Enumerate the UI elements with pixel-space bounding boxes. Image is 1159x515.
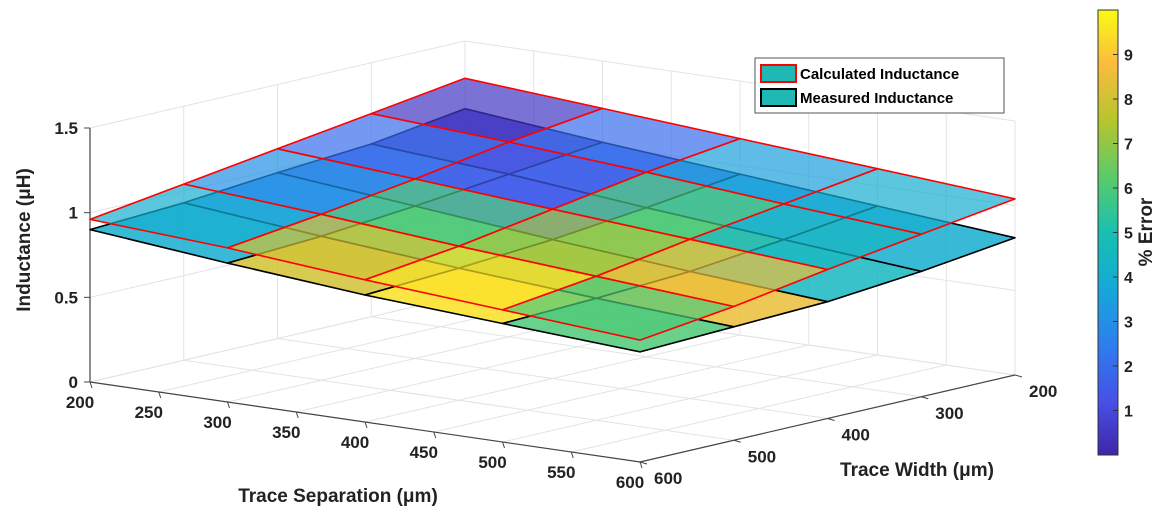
z-tick-label: 0 (69, 373, 78, 392)
x-tick-label: 600 (616, 473, 644, 492)
x-tick-label: 250 (135, 403, 163, 422)
x-tick-label: 450 (410, 443, 438, 462)
wall-grid-line (89, 40, 466, 129)
colorbar-tick-label: 6 (1124, 181, 1133, 198)
legend: Calculated Inductance Measured Inductanc… (754, 57, 1005, 114)
x-tick-mark (158, 391, 162, 399)
y-axis-label: Trace Width (μm) (840, 460, 994, 481)
x-tick-label: 400 (341, 433, 369, 452)
colorbar-tick-label: 7 (1124, 137, 1133, 154)
calculated-surface-patch (501, 275, 735, 341)
floor-grid-line (183, 359, 734, 441)
colorbar-tick-label: 8 (1124, 92, 1133, 109)
x-tick-label: 350 (272, 423, 300, 442)
x-tick-mark (433, 431, 437, 439)
x-tick-mark (295, 411, 299, 419)
x-axis-label: Trace Separation (μm) (238, 486, 438, 507)
legend-swatch-measured (760, 88, 797, 107)
y-tick-mark (1014, 374, 1023, 378)
axes (84, 127, 1023, 469)
z-tick-label: 1.5 (54, 119, 78, 138)
y-tick-label: 400 (842, 426, 870, 445)
legend-label-measured: Measured Inductance (800, 90, 953, 107)
colorbar-tick-label: 1 (1124, 404, 1133, 421)
x-tick-mark (364, 421, 368, 429)
colorbar-tick-label: 4 (1124, 270, 1133, 287)
y-tick-label: 500 (748, 447, 776, 466)
y-tick-mark (733, 439, 741, 443)
x-tick-mark (502, 441, 505, 449)
x-tick-mark (89, 381, 93, 389)
colorbar-tick-label: 3 (1124, 315, 1133, 332)
colorbar-tick-label: 5 (1124, 226, 1133, 243)
x-tick-label: 500 (478, 453, 506, 472)
wall-grid-line (89, 294, 466, 383)
floor-grid-line (277, 338, 828, 419)
x-tick-label: 550 (547, 463, 575, 482)
colorbar-tick-label: 2 (1124, 359, 1133, 376)
y-tick-mark (827, 418, 835, 421)
y-tick-label: 200 (1029, 382, 1057, 401)
colorbar-tick-label: 9 (1124, 48, 1133, 65)
colorbar: 1 2 3 4 5 6 7 8 9 % Error (1097, 9, 1157, 456)
x-tick-mark (639, 461, 643, 469)
x-tick-label: 300 (203, 413, 231, 432)
z-tick-label: 0.5 (54, 288, 78, 307)
colorbar-label: % Error (1136, 197, 1157, 266)
x-tick-mark (570, 451, 574, 459)
tick-labels: 200 250 300 350 400 450 500 550 600 200 300 400 500 6… (54, 119, 1057, 492)
legend-label-calculated: Calculated Inductance (800, 66, 959, 83)
legend-swatch-calculated (760, 64, 797, 83)
floor-grid-line (371, 316, 922, 398)
calculated-surface (89, 77, 1016, 341)
colorbar-ticks: 1 2 3 4 5 6 7 8 9 (1113, 48, 1133, 421)
x-tick-mark (227, 401, 230, 409)
y-tick-mark (921, 396, 929, 400)
z-axis-label: Inductance (μH) (14, 168, 35, 312)
y-tick-label: 600 (654, 469, 682, 488)
z-tick-label: 1 (69, 204, 78, 223)
y-tick-label: 300 (935, 404, 963, 423)
x-tick-label: 200 (66, 393, 94, 412)
y-tick-mark (639, 461, 648, 465)
